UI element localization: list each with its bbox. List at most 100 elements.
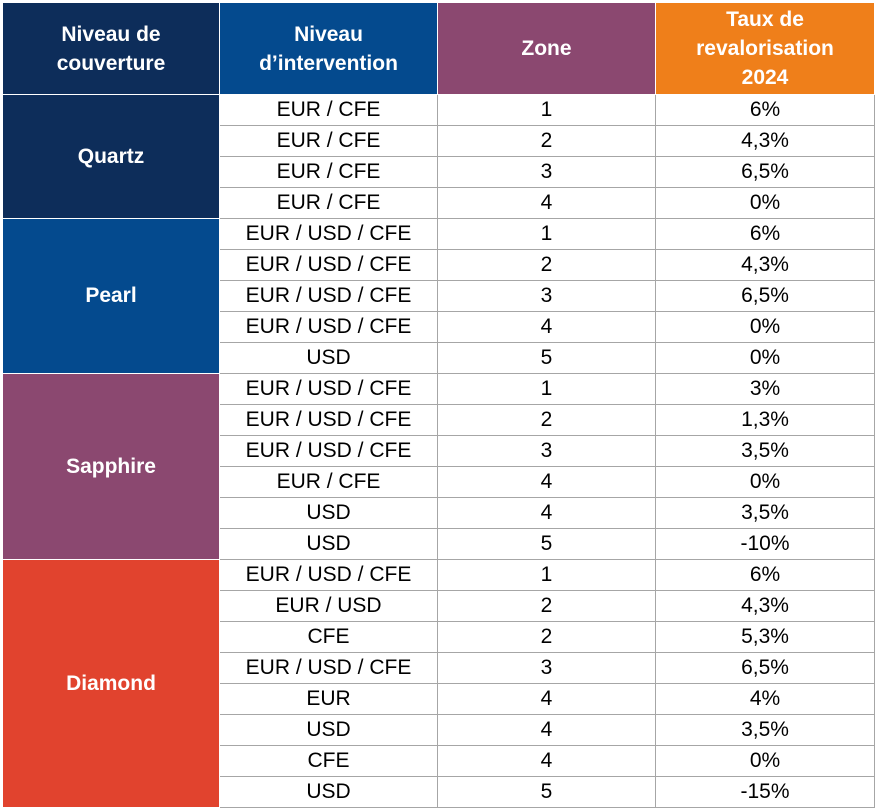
- intervention-cell: EUR / CFE: [219, 187, 438, 219]
- zone-cell: 2: [437, 621, 656, 653]
- header-zone: Zone: [437, 2, 656, 95]
- taux-cell: 6%: [655, 218, 875, 250]
- taux-cell: -15%: [655, 776, 875, 808]
- header-row: Niveau de couverture Niveau d’interventi…: [2, 2, 875, 95]
- taux-cell: 0%: [655, 342, 875, 374]
- zone-cell: 3: [437, 280, 656, 312]
- taux-cell: 0%: [655, 187, 875, 219]
- taux-cell: 3,5%: [655, 497, 875, 529]
- zone-cell: 4: [437, 683, 656, 715]
- zone-cell: 3: [437, 652, 656, 684]
- intervention-cell: EUR / CFE: [219, 466, 438, 498]
- taux-cell: 0%: [655, 745, 875, 777]
- table-row: EUR / USD 2 4,3%: [3, 590, 875, 622]
- zone-cell: 2: [437, 404, 656, 436]
- zone-cell: 1: [437, 94, 656, 126]
- table-row: USD 4 3,5%: [3, 497, 875, 529]
- intervention-cell: EUR / USD / CFE: [219, 280, 438, 312]
- intervention-cell: EUR / USD / CFE: [219, 249, 438, 281]
- intervention-cell: USD: [219, 497, 438, 529]
- table-row: USD 5 -15%: [3, 776, 875, 808]
- zone-cell: 5: [437, 528, 656, 560]
- taux-cell: 5,3%: [655, 621, 875, 653]
- taux-cell: 6,5%: [655, 156, 875, 188]
- header-intervention: Niveau d’intervention: [219, 2, 438, 95]
- header-zone-line-1: Zone: [521, 37, 572, 60]
- header-taux-line-2: revalorisation: [696, 37, 834, 60]
- taux-cell: 0%: [655, 466, 875, 498]
- intervention-cell: CFE: [219, 621, 438, 653]
- taux-cell: 6%: [655, 94, 875, 126]
- zone-cell: 3: [437, 156, 656, 188]
- intervention-cell: USD: [219, 528, 438, 560]
- zone-cell: 3: [437, 435, 656, 467]
- header-couverture-line-1: Niveau de: [61, 22, 161, 46]
- header-taux: Taux de revalorisation 2024: [655, 2, 875, 95]
- intervention-cell: EUR: [219, 683, 438, 715]
- taux-cell: 4%: [655, 683, 875, 715]
- table-row: EUR 4 4%: [3, 683, 875, 715]
- zone-cell: 4: [437, 714, 656, 746]
- intervention-cell: EUR / CFE: [219, 94, 438, 126]
- zone-cell: 2: [437, 590, 656, 622]
- intervention-cell: EUR / USD: [219, 590, 438, 622]
- zone-cell: 4: [437, 187, 656, 219]
- header-taux-line-3: 2024: [741, 66, 789, 89]
- intervention-cell: EUR / USD / CFE: [219, 218, 438, 250]
- taux-cell: 6,5%: [655, 280, 875, 312]
- table-row: CFE 4 0%: [3, 745, 875, 777]
- header-intervention-line-2: d’intervention: [259, 51, 398, 75]
- intervention-cell: USD: [219, 342, 438, 374]
- zone-cell: 4: [437, 466, 656, 498]
- intervention-cell: EUR / USD / CFE: [219, 404, 438, 436]
- table-row: USD 4 3,5%: [3, 714, 875, 746]
- table-row: Sapphire EUR / USD / CFE 1 3%: [2, 373, 875, 560]
- coverage-level-diamond: Diamond: [2, 559, 220, 808]
- taux-cell: 6%: [655, 559, 875, 591]
- zone-cell: 2: [437, 249, 656, 281]
- coverage-level-pearl: Pearl: [2, 218, 220, 374]
- table-body: Quartz EUR / CFE 1 6% EUR / CFE 2 4,3% EUR / CF…: [2, 94, 875, 808]
- zone-cell: 5: [437, 776, 656, 808]
- intervention-cell: USD: [219, 714, 438, 746]
- zone-cell: 1: [437, 218, 656, 250]
- intervention-cell: EUR / USD / CFE: [219, 373, 438, 405]
- taux-cell: 3,5%: [655, 714, 875, 746]
- intervention-cell: EUR / USD / CFE: [219, 311, 438, 343]
- header-intervention-line-1: Niveau: [294, 22, 363, 46]
- taux-cell: 4,3%: [655, 249, 875, 281]
- table-row: Quartz EUR / CFE 1 6%: [2, 94, 875, 219]
- zone-cell: 2: [437, 125, 656, 157]
- taux-cell: -10%: [655, 528, 875, 560]
- header-taux-line-1: Taux de: [726, 8, 804, 31]
- intervention-cell: EUR / CFE: [219, 156, 438, 188]
- taux-cell: 0%: [655, 311, 875, 343]
- zone-cell: 1: [437, 559, 656, 591]
- intervention-cell: EUR / USD / CFE: [219, 559, 438, 591]
- table-row: USD 5 0%: [3, 342, 875, 374]
- intervention-cell: EUR / USD / CFE: [219, 652, 438, 684]
- table-row: EUR / CFE 2 4,3%: [3, 125, 875, 157]
- coverage-level-sapphire: Sapphire: [2, 373, 220, 560]
- header-couverture-line-2: couverture: [56, 51, 166, 75]
- table-row: EUR / USD / CFE 3 6,5%: [3, 280, 875, 312]
- table-row: USD 5 -10%: [3, 528, 875, 560]
- intervention-cell: USD: [219, 776, 438, 808]
- taux-cell: 6,5%: [655, 652, 875, 684]
- zone-cell: 4: [437, 745, 656, 777]
- taux-cell: 3,5%: [655, 435, 875, 467]
- intervention-cell: EUR / CFE: [219, 125, 438, 157]
- taux-cell: 3%: [655, 373, 875, 405]
- zone-cell: 1: [437, 373, 656, 405]
- table-row: Pearl EUR / USD / CFE 1 6%: [2, 218, 875, 374]
- coverage-level-quartz: Quartz: [2, 94, 220, 219]
- table-row: EUR / USD / CFE 2 4,3%: [3, 249, 875, 281]
- taux-cell: 1,3%: [655, 404, 875, 436]
- header-couverture: Niveau de couverture: [2, 2, 220, 95]
- intervention-cell: EUR / USD / CFE: [219, 435, 438, 467]
- taux-cell: 4,3%: [655, 590, 875, 622]
- table-row: Diamond EUR / USD / CFE 1 6%: [2, 559, 875, 808]
- zone-cell: 5: [437, 342, 656, 374]
- zone-cell: 4: [437, 497, 656, 529]
